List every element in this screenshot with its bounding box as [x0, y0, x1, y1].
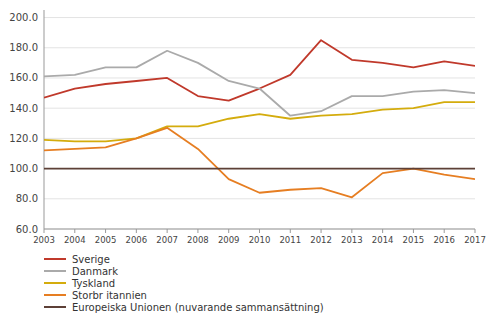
legend-swatch — [44, 282, 66, 284]
grid-line — [44, 198, 475, 199]
y-tick-label: 200.0 — [9, 12, 38, 23]
x-tick-label: 2014 — [372, 235, 394, 245]
chart: 60.0 80.0 100.0 120.0 140.0 160.0 180.0 200.0 20… — [0, 0, 491, 321]
series-line — [44, 102, 475, 141]
x-tick — [197, 229, 198, 233]
x-tick-label: 2005 — [95, 235, 117, 245]
y-tick-label: 80.0 — [16, 193, 38, 204]
legend-swatch — [44, 294, 66, 296]
series-line — [44, 51, 475, 116]
x-tick — [321, 229, 322, 233]
y-grid — [44, 18, 475, 229]
x-tick — [444, 229, 445, 233]
legend-swatch — [44, 270, 66, 272]
grid-line — [44, 138, 475, 139]
legend-label: Sverige — [72, 254, 110, 265]
legend: SverigeDanmarkTysklandStorbr itannienEur… — [44, 254, 324, 313]
x-tick — [290, 229, 291, 233]
x-tick — [351, 229, 352, 233]
legend-label: Europeiska Unionen (nuvarande sammansätt… — [72, 302, 324, 313]
y-tick-label: 60.0 — [16, 224, 38, 235]
legend-swatch — [44, 258, 66, 260]
x-tick — [228, 229, 229, 233]
x-tick-label: 2012 — [310, 235, 332, 245]
series-line — [44, 128, 475, 197]
x-tick — [44, 229, 45, 233]
y-tick-label: 100.0 — [9, 163, 38, 174]
x-tick — [105, 229, 106, 233]
grid-line — [44, 47, 475, 48]
y-tick-label: 120.0 — [9, 133, 38, 144]
grid-line — [44, 168, 475, 169]
legend-label: Tyskland — [71, 278, 115, 289]
x-tick-label: 2007 — [156, 235, 178, 245]
x-tick-label: 2013 — [341, 235, 363, 245]
x-tick — [136, 229, 137, 233]
x-tick-label: 2004 — [64, 235, 86, 245]
y-axis-line — [44, 10, 45, 229]
grid-line — [44, 77, 475, 78]
legend-swatch — [44, 306, 66, 308]
x-tick — [475, 229, 476, 233]
x-tick-label: 2017 — [464, 235, 486, 245]
x-tick-label: 2009 — [218, 235, 240, 245]
x-tick-label: 2010 — [249, 235, 271, 245]
y-tick-label: 160.0 — [9, 72, 38, 83]
x-tick — [167, 229, 168, 233]
x-tick-label: 2015 — [403, 235, 425, 245]
x-tick — [259, 229, 260, 233]
series-line — [44, 168, 475, 170]
x-tick-label: 2006 — [126, 235, 148, 245]
y-tick-label: 180.0 — [9, 42, 38, 53]
x-tick-label: 2008 — [187, 235, 209, 245]
y-tick-label: 140.0 — [9, 103, 38, 114]
grid-line — [44, 17, 475, 18]
legend-label: Danmark — [72, 266, 118, 277]
legend-label: Storbr itannien — [72, 290, 147, 301]
x-tick — [74, 229, 75, 233]
x-tick — [382, 229, 383, 233]
x-tick-label: 2003 — [33, 235, 55, 245]
lines — [44, 40, 475, 197]
x-tick — [413, 229, 414, 233]
x-tick-label: 2011 — [279, 235, 301, 245]
x-tick-label: 2016 — [433, 235, 455, 245]
